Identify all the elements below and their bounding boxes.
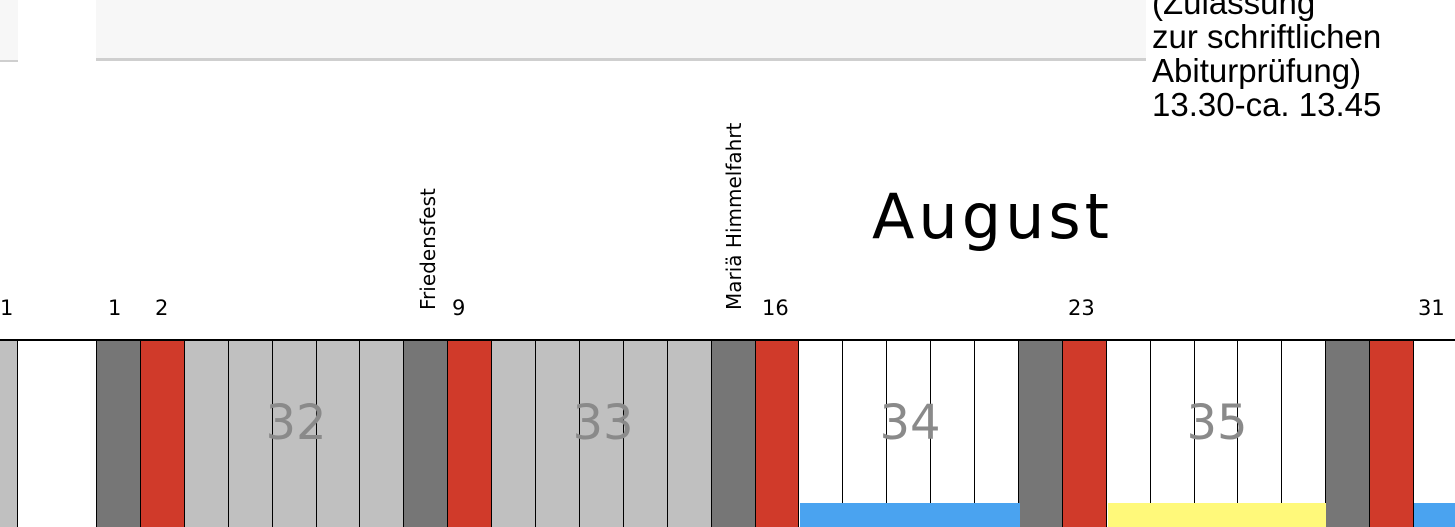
day-cell	[886, 341, 932, 527]
day-cell	[1017, 341, 1063, 527]
day-cell-prev-month	[0, 341, 18, 527]
day-cell	[183, 341, 229, 527]
exam-admission-note: (Zulassung zur schriftlichen Abiturprüfu…	[1152, 0, 1382, 123]
day-number-prev-month: 1	[0, 296, 14, 320]
yellow-period-bar	[1108, 503, 1326, 527]
day-number-31: 31	[1418, 296, 1445, 320]
blue-period-bar-next	[1414, 503, 1455, 527]
holiday-mariae-himmelfahrt: Mariä Himmelfahrt	[722, 122, 746, 310]
day-cell	[535, 341, 580, 527]
day-cell	[403, 341, 449, 527]
day-cell	[1105, 341, 1151, 527]
day-cell	[754, 341, 800, 527]
day-cell	[622, 341, 668, 527]
month-title: August	[872, 180, 1113, 253]
day-cell	[359, 341, 405, 527]
day-cell	[315, 341, 361, 527]
month-header-box	[96, 0, 1146, 61]
day-number-23: 23	[1068, 296, 1095, 320]
day-cell	[271, 341, 317, 527]
day-cell	[930, 341, 975, 527]
week-number-35: 35	[1186, 395, 1248, 451]
day-cell	[1061, 341, 1107, 527]
day-cell	[96, 341, 141, 527]
day-cell	[798, 341, 844, 527]
day-number-2: 2	[155, 296, 169, 320]
day-cell	[1193, 341, 1239, 527]
day-cell	[1369, 341, 1414, 527]
day-number-9: 9	[452, 296, 466, 320]
day-number-1: 1	[108, 296, 122, 320]
day-cell	[447, 341, 493, 527]
day-cell	[710, 341, 756, 527]
calendar-band	[0, 339, 1455, 527]
day-cell	[578, 341, 624, 527]
day-number-16: 16	[762, 296, 789, 320]
blue-period-bar	[800, 503, 1020, 527]
day-cell	[1149, 341, 1195, 527]
week-number-32: 32	[265, 395, 327, 451]
week-number-34: 34	[879, 395, 941, 451]
day-cell	[1237, 341, 1283, 527]
day-cell	[666, 341, 712, 527]
day-cell	[227, 341, 273, 527]
day-cell	[1281, 341, 1327, 527]
day-cell	[139, 341, 185, 527]
holiday-friedensfest: Friedensfest	[416, 188, 440, 310]
day-cell	[1413, 341, 1455, 527]
day-cell	[842, 341, 888, 527]
day-cell	[491, 341, 536, 527]
day-cell	[974, 341, 1019, 527]
previous-month-header	[0, 0, 18, 62]
day-cell	[1325, 341, 1371, 527]
week-number-33: 33	[572, 395, 634, 451]
